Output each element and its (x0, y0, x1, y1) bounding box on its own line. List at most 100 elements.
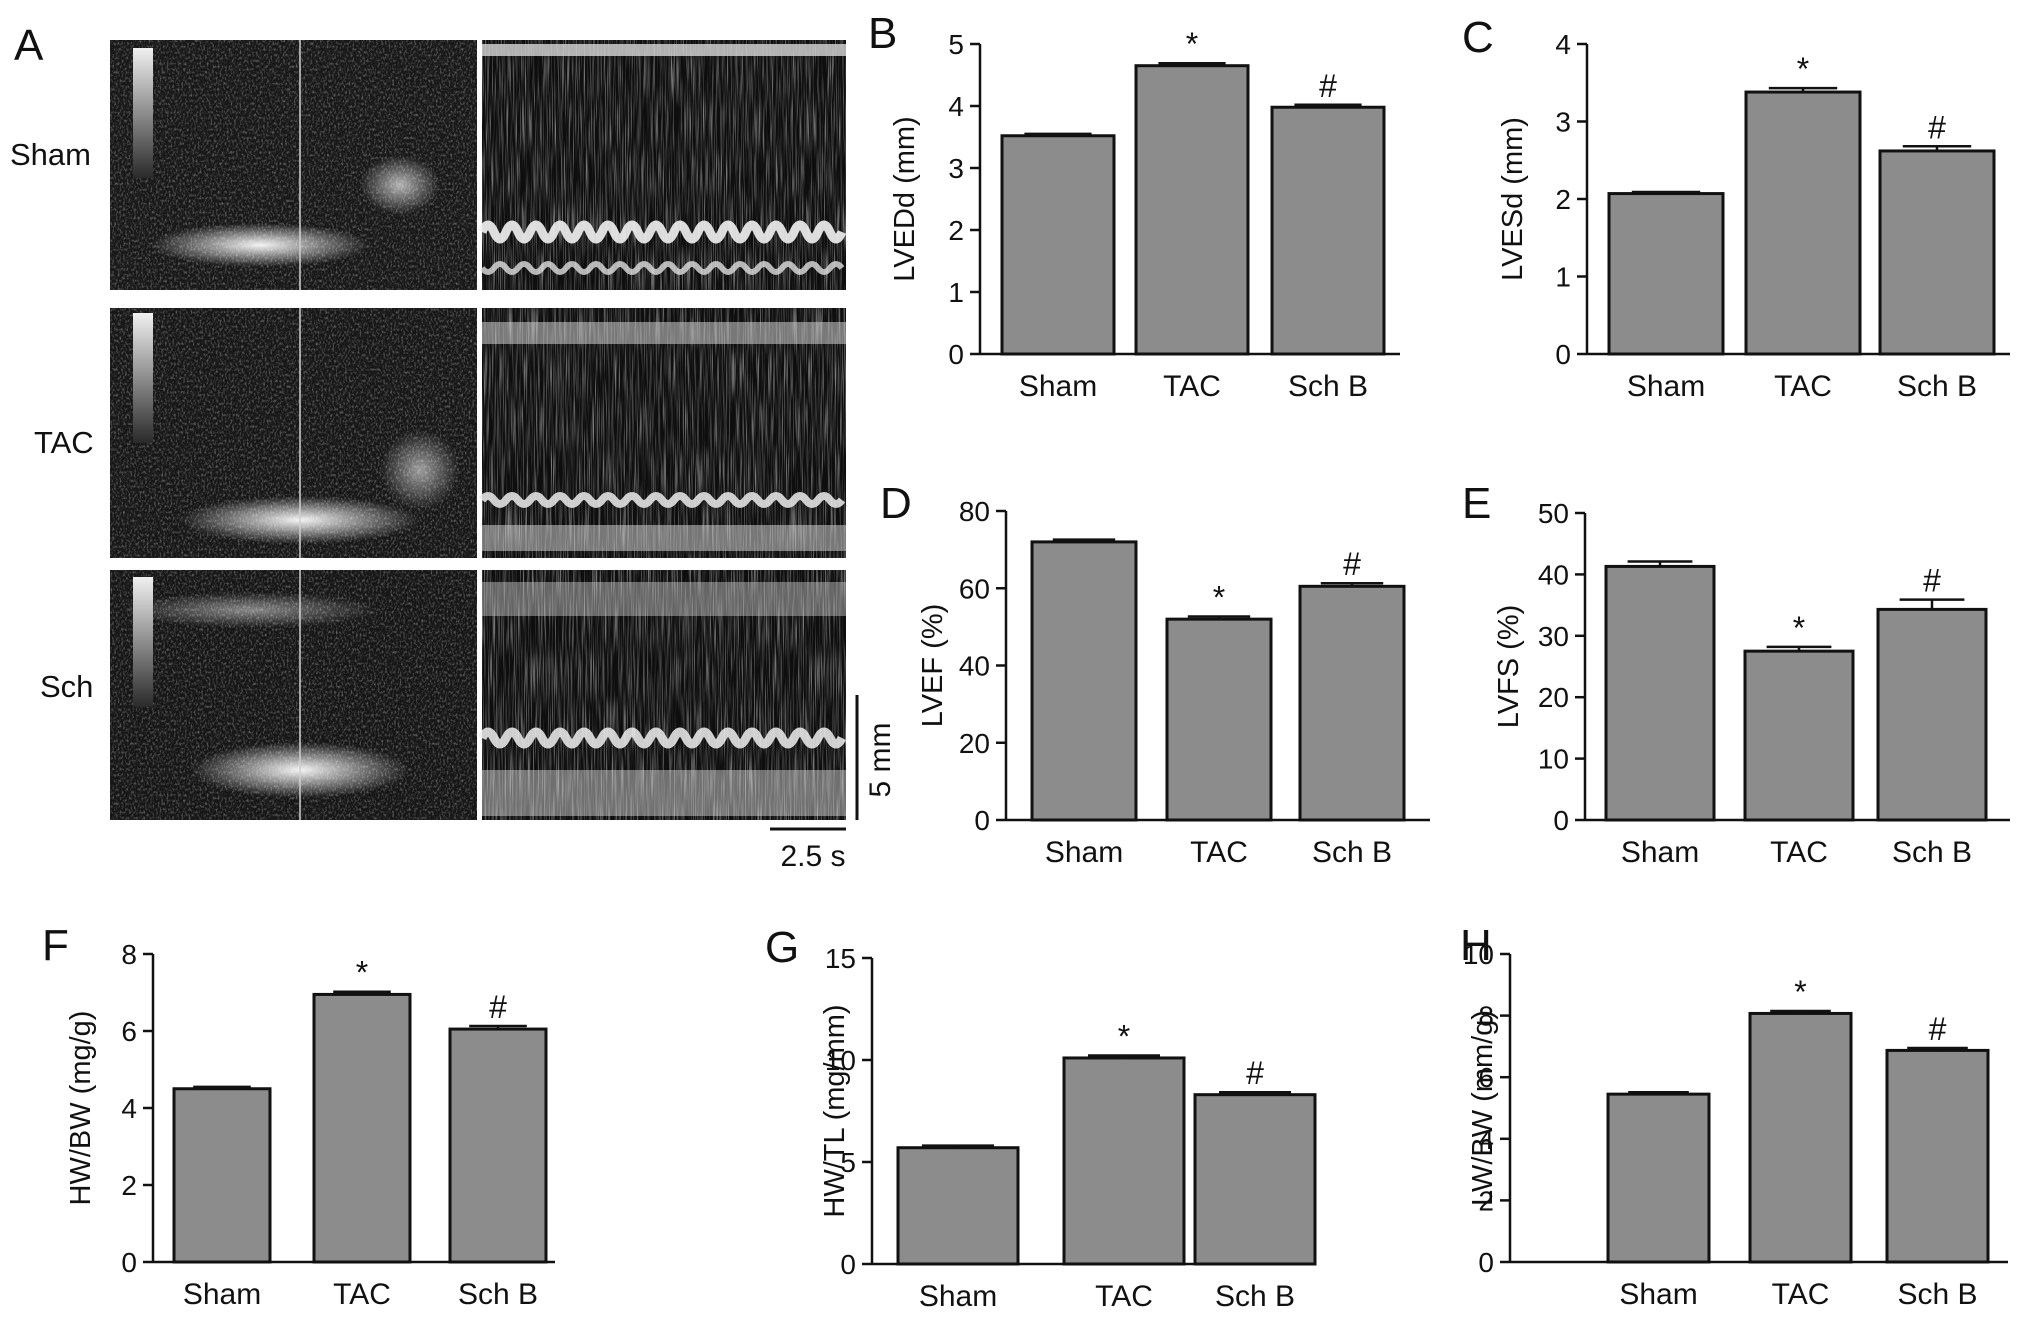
y-tick-label-d: 80 (959, 496, 990, 527)
y-tick-label-h: 8 (1478, 1001, 1494, 1032)
x-tick-label-c: Sham (1627, 370, 1705, 403)
y-tick-label-f: 4 (121, 1093, 137, 1124)
bar-d-sch-b (1298, 584, 1406, 822)
y-tick-label-b: 2 (948, 215, 964, 246)
y-tick-label-f: 6 (121, 1016, 137, 1047)
chart-f: F 0 2 4 6 8 HW/BW (mg/g) Sham * TAC # Sch B (42, 921, 555, 1311)
bar-g-tac (1062, 1056, 1186, 1266)
y-tick-label-e: 30 (1538, 621, 1569, 652)
significance-d: * (1213, 579, 1225, 615)
panel-label-d: D (880, 479, 912, 528)
mmode-wall-band-sch (482, 770, 846, 816)
chart-e: E 0 10 20 30 40 50 LVFS (%) Sham * TAC # Sch B (1462, 479, 2010, 869)
mmode-wall-trace-sham-2 (479, 261, 845, 275)
x-tick-label-c: Sch B (1897, 370, 1977, 403)
bar-b-sham (1000, 134, 1116, 356)
y-axis-label-d: LVEF (%) (917, 604, 949, 728)
y-tick-label-d: 40 (959, 651, 990, 682)
significance-b: # (1319, 68, 1337, 104)
mmode-stripes-tac (482, 308, 846, 558)
bmode-wall-sham (150, 223, 370, 267)
grayscale-bar-sham (133, 48, 153, 178)
y-tick-label-b: 3 (948, 153, 964, 184)
x-tick-label-h: TAC (1772, 1278, 1830, 1311)
x-tick-label-b: Sch B (1288, 370, 1368, 403)
y-tick-label-c: 2 (1555, 184, 1571, 215)
significance-c: * (1797, 51, 1809, 87)
y-tick-label-e: 50 (1538, 498, 1569, 529)
bar-d-sham (1030, 540, 1138, 822)
mmode-stripes-sch (482, 570, 846, 820)
echo-row-sham: Sham (10, 40, 847, 290)
bar-d-tac (1165, 617, 1273, 822)
y-tick-label-g: 10 (825, 1045, 856, 1076)
y-tick-label-h: 0 (1478, 1247, 1494, 1278)
bar-f-sham (172, 1087, 272, 1264)
bar-f-tac (312, 992, 412, 1264)
significance-g: * (1118, 1019, 1130, 1055)
y-tick-label-e: 20 (1538, 682, 1569, 713)
y-tick-label-h: 6 (1478, 1062, 1494, 1093)
bar-b-tac (1134, 64, 1250, 356)
bar-h-sch-b (1885, 1048, 1990, 1264)
x-tick-label-h: Sch B (1897, 1278, 1977, 1311)
y-tick-label-g: 15 (825, 943, 856, 974)
significance-h: # (1929, 1011, 1947, 1047)
significance-g: # (1246, 1055, 1264, 1091)
panel-a: A Sham TAC (10, 21, 897, 873)
y-tick-label-d: 20 (959, 728, 990, 759)
y-tick-label-b: 4 (948, 91, 964, 122)
bmode-wall-sham-2 (360, 155, 440, 215)
scale-bar-mm-label: 5 mm (864, 723, 897, 798)
y-tick-label-g: 0 (840, 1249, 856, 1280)
bar-g-sch-b (1193, 1093, 1317, 1266)
y-tick-label-g: 5 (840, 1147, 856, 1178)
mmode-wall-band-tac (482, 525, 846, 551)
significance-c: # (1928, 109, 1946, 145)
panel-label-g: G (765, 923, 799, 972)
grayscale-bar-sch (133, 577, 153, 707)
bar-c-sham (1607, 192, 1725, 356)
x-tick-label-b: TAC (1163, 370, 1221, 403)
bar-e-sch-b (1876, 607, 1988, 822)
mmode-top-band-sch (482, 582, 846, 616)
bmode-wall-sch-2 (120, 592, 380, 628)
grayscale-bar-tac (133, 313, 153, 443)
x-tick-label-b: Sham (1019, 370, 1097, 403)
x-tick-label-d: Sch B (1312, 836, 1392, 869)
y-tick-label-d: 60 (959, 573, 990, 604)
x-tick-label-g: Sch B (1215, 1280, 1295, 1313)
panel-label-e: E (1462, 479, 1491, 528)
y-axis-label-c: LVESd (mm) (1497, 117, 1529, 281)
bar-c-sch-b (1878, 149, 1996, 356)
y-axis-label-h: LW/BW (mm/g) (1467, 1010, 1499, 1206)
bmode-wall-tac-2 (380, 430, 460, 510)
x-tick-label-e: Sch B (1892, 836, 1972, 869)
significance-b: * (1186, 26, 1198, 62)
x-tick-label-c: TAC (1774, 370, 1832, 403)
row-label-sch: Sch (40, 669, 93, 704)
y-axis-label-b: LVEDd (mm) (889, 116, 921, 281)
chart-g: G 0 5 10 15 HW/TL (mg/mm) Sham * TAC # Sch B (765, 923, 1317, 1313)
significance-e: * (1793, 610, 1805, 646)
y-tick-label-b: 1 (948, 277, 964, 308)
x-tick-label-d: Sham (1045, 836, 1123, 869)
row-label-tac: TAC (34, 425, 94, 460)
x-tick-label-g: Sham (919, 1280, 997, 1313)
y-axis-label-g: HW/TL (mg/mm) (819, 1004, 851, 1217)
echo-row-tac: TAC (34, 308, 846, 558)
mmode-wall-trace-sch (477, 727, 847, 749)
x-tick-label-e: Sham (1621, 836, 1699, 869)
x-tick-label-f: TAC (333, 1278, 391, 1311)
bar-charts: B 0 1 2 3 4 5 LVEDd (mm) Sham * TAC # Sch B C 0 1 2 3 4 LVE… (42, 9, 2010, 1313)
bar-f-sch-b (448, 1027, 548, 1264)
bar-b-sch-b (1270, 105, 1386, 356)
row-label-sham: Sham (10, 137, 91, 172)
significance-f: * (356, 955, 368, 991)
x-tick-label-d: TAC (1190, 836, 1248, 869)
significance-e: # (1923, 563, 1941, 599)
significance-h: * (1794, 974, 1806, 1010)
y-tick-label-d: 0 (974, 805, 990, 836)
y-tick-label-e: 40 (1538, 559, 1569, 590)
